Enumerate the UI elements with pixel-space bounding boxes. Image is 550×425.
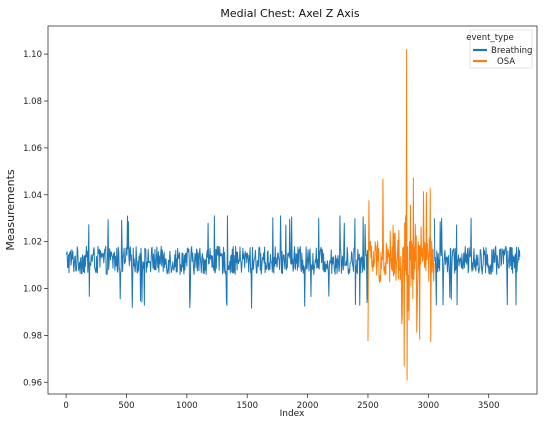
x-tick-label: 1000 [176, 401, 198, 411]
series-line-breathing [65, 215, 369, 309]
y-tick-label: 0.96 [23, 378, 42, 388]
y-tick-label: 1.00 [23, 285, 42, 295]
x-axis-ticks: 0 500 1000 1500 2000 2500 3000 3500 [63, 394, 500, 411]
x-axis-label: Index [280, 409, 305, 419]
x-tick-label: 0 [63, 401, 68, 411]
legend-label-osa: OSA [497, 57, 515, 67]
series-layer [65, 48, 521, 381]
legend: event_type Breathing OSA [466, 29, 532, 69]
x-tick-label: 2000 [297, 401, 319, 411]
x-tick-label: 3500 [478, 401, 500, 411]
y-tick-label: 1.02 [23, 238, 42, 248]
chart-title: Medial Chest: Axel Z Axis [220, 7, 359, 20]
x-tick-label: 2500 [357, 401, 379, 411]
y-tick-label: 1.04 [23, 191, 42, 201]
y-tick-label: 1.08 [23, 97, 42, 107]
y-tick-label: 1.10 [23, 50, 42, 60]
y-axis-ticks: 0.96 0.98 1.00 1.02 1.04 1.06 1.08 1.10 [23, 50, 48, 388]
legend-title: event_type [466, 33, 513, 43]
legend-label-breathing: Breathing [491, 46, 532, 56]
y-axis-label: Measurements [4, 169, 17, 251]
series-line-breathing [433, 217, 521, 306]
y-tick-label: 1.06 [23, 144, 42, 154]
x-tick-label: 500 [118, 401, 134, 411]
x-tick-label: 3000 [418, 401, 440, 411]
series-line-osa [367, 48, 435, 381]
plot-area-frame [47, 25, 538, 395]
y-tick-label: 0.98 [23, 331, 42, 341]
x-tick-label: 1500 [236, 401, 258, 411]
